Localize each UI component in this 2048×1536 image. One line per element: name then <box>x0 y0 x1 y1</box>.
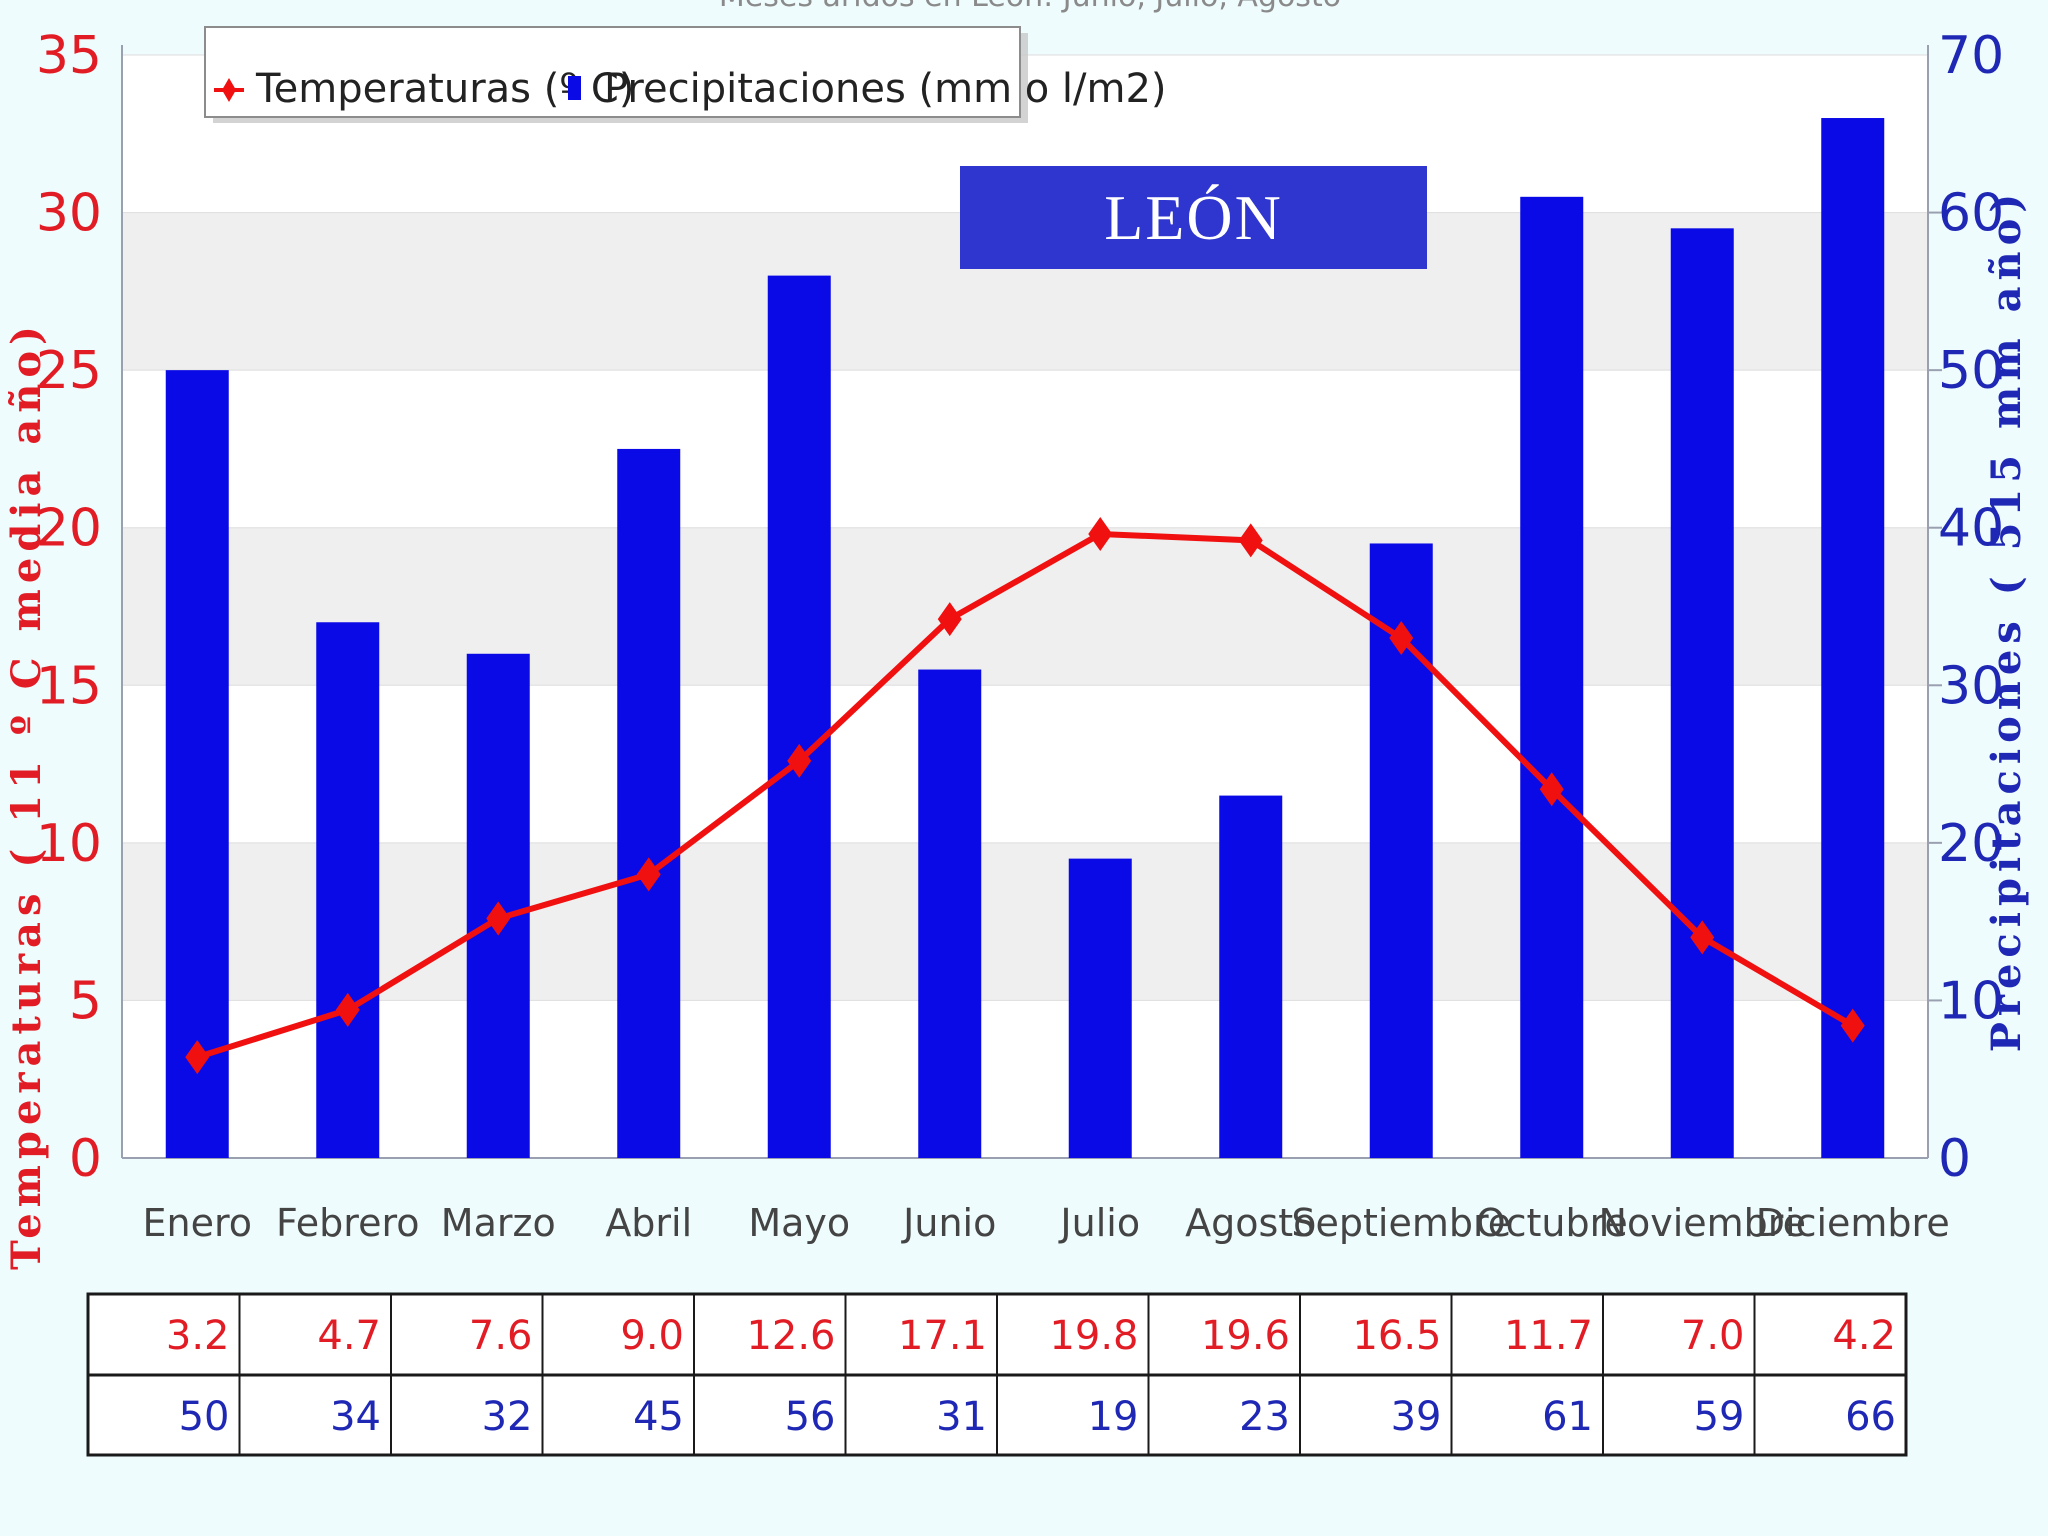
left-axis-ticks: 0 5 10 15 20 25 30 35 <box>36 26 102 1189</box>
left-tick-label: 0 <box>69 1129 102 1189</box>
table-prec-agosto: 23 <box>1239 1394 1290 1440</box>
right-axis-ticks: 0 10 20 30 40 50 60 70 <box>1928 26 2004 1189</box>
left-tick-label: 30 <box>36 184 102 244</box>
plot-band <box>122 842 1928 1001</box>
left-tick-label: 20 <box>36 499 102 559</box>
precip-bar-abril <box>617 448 681 1158</box>
precip-bar-junio <box>918 669 982 1158</box>
table-temp-agosto: 19.6 <box>1201 1313 1290 1359</box>
category-label-marzo: Marzo <box>441 1201 556 1245</box>
plot-band <box>122 527 1928 686</box>
temp-point-agosto <box>1238 523 1263 558</box>
precip-bar-diciembre <box>1821 118 1885 1159</box>
table-temp-mayo: 12.6 <box>746 1313 835 1359</box>
table-temp-septiembre: 16.5 <box>1352 1313 1441 1359</box>
table-temp-enero: 3.2 <box>166 1313 230 1359</box>
category-label-febrero: Febrero <box>276 1201 419 1245</box>
left-axis-title: Temperaturas ( 11 º C media año) <box>3 320 50 1270</box>
temp-point-octubre <box>1539 772 1564 807</box>
category-label-mayo: Mayo <box>748 1201 850 1245</box>
precip-bar-mayo <box>767 275 831 1159</box>
table-temp-febrero: 4.7 <box>317 1313 381 1359</box>
temp-point-diciembre <box>1840 1008 1865 1043</box>
temp-point-enero <box>185 1040 210 1075</box>
temp-point-abril <box>636 857 661 892</box>
right-tick-label: 60 <box>1938 184 2004 244</box>
table-prec-marzo: 32 <box>482 1394 533 1440</box>
category-label-agosto: Agosto <box>1185 1201 1316 1245</box>
category-label-abril: Abril <box>605 1201 692 1245</box>
plot-background <box>122 54 1928 1159</box>
precip-bar-febrero <box>316 622 380 1158</box>
table-prec-diciembre: 66 <box>1845 1394 1896 1440</box>
legend: Temperaturas (º C) Precipitaciones (mm o… <box>204 26 1167 123</box>
category-label-julio: Julio <box>1058 1201 1140 1245</box>
right-tick-label: 0 <box>1938 1129 1971 1189</box>
precip-bar-agosto <box>1219 795 1283 1158</box>
right-tick-label: 20 <box>1938 814 2004 874</box>
table-prec-julio: 19 <box>1088 1394 1139 1440</box>
precip-bar-enero <box>165 370 229 1159</box>
right-tick-label: 70 <box>1938 26 2004 86</box>
temp-point-mayo <box>787 743 812 778</box>
precip-bar-octubre <box>1520 196 1584 1159</box>
table-temp-noviembre: 7.0 <box>1681 1313 1745 1359</box>
left-tick-label: 15 <box>36 656 102 716</box>
temp-point-septiembre <box>1389 621 1414 656</box>
table-prec-octubre: 61 <box>1542 1394 1593 1440</box>
table-prec-abril: 45 <box>633 1394 684 1440</box>
table-temp-diciembre: 4.2 <box>1832 1313 1896 1359</box>
right-tick-label: 10 <box>1938 971 2004 1031</box>
table-temp-junio: 17.1 <box>898 1313 987 1359</box>
right-tick-label: 50 <box>1938 341 2004 401</box>
temperature-line <box>185 517 1865 1075</box>
precipitation-bars <box>165 118 1885 1159</box>
category-label-septiembre: Septiembre <box>1291 1201 1511 1245</box>
table-prec-junio: 31 <box>936 1394 987 1440</box>
category-label-diciembre: Diciembre <box>1756 1201 1950 1245</box>
category-label-octubre: Octubre <box>1476 1201 1628 1245</box>
temp-point-junio <box>937 602 962 637</box>
precip-bar-noviembre <box>1670 228 1734 1159</box>
left-tick-label: 10 <box>36 814 102 874</box>
right-tick-label: 30 <box>1938 656 2004 716</box>
category-labels: Enero Febrero Marzo Abril Mayo Junio Julio Agos… <box>142 1201 1949 1245</box>
table-temp-abril: 9.0 <box>620 1313 684 1359</box>
city-label: LEÓN <box>960 166 1427 269</box>
temp-point-febrero <box>335 992 360 1027</box>
legend-prec-marker <box>568 76 581 100</box>
axes <box>121 45 1929 1159</box>
temperature-polyline <box>196 531 1855 1061</box>
table-temp-marzo: 7.6 <box>469 1313 533 1359</box>
temp-point-marzo <box>486 901 511 936</box>
category-label-junio: Junio <box>901 1201 996 1245</box>
legend-temp-marker <box>214 78 244 102</box>
temp-point-noviembre <box>1690 920 1715 955</box>
precip-bar-julio <box>1068 858 1132 1158</box>
category-label-enero: Enero <box>142 1201 252 1245</box>
data-table: 3.2 4.7 7.6 9.0 12.6 17.1 19.8 19.6 16.5 11.7 7.0 4… <box>86 1292 1908 1457</box>
table-prec-noviembre: 59 <box>1694 1394 1745 1440</box>
chart-title: Meses áridos en León: Junio, Julio, Agos… <box>719 0 1341 14</box>
left-tick-label: 5 <box>69 971 102 1031</box>
table-prec-septiembre: 39 <box>1391 1394 1442 1440</box>
temp-point-julio <box>1088 517 1113 552</box>
table-temp-octubre: 11.7 <box>1504 1313 1593 1359</box>
category-label-noviembre: Noviembre <box>1599 1201 1806 1245</box>
left-tick-label: 35 <box>36 26 102 86</box>
left-tick-label: 25 <box>36 341 102 401</box>
legend-prec-label: Precipitaciones (mm o l/m2) <box>604 66 1167 112</box>
table-prec-mayo: 56 <box>785 1394 836 1440</box>
table-prec-enero: 50 <box>179 1394 230 1440</box>
right-tick-label: 40 <box>1938 499 2004 559</box>
table-prec-febrero: 34 <box>330 1394 381 1440</box>
table-temp-julio: 19.8 <box>1049 1313 1138 1359</box>
right-axis-title: Precipitaciones ( 515 mm año) <box>1983 188 2030 1052</box>
